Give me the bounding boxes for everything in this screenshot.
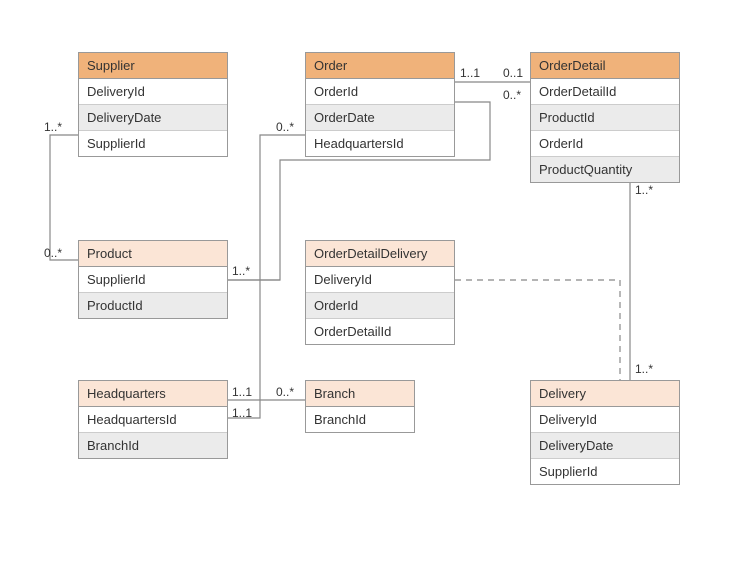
entity-order-field: HeadquartersId bbox=[306, 131, 454, 156]
entity-orderdetaildelivery-title: OrderDetailDelivery bbox=[306, 241, 454, 267]
connector-supplier-product bbox=[50, 135, 78, 260]
entity-supplier-field: DeliveryId bbox=[79, 79, 227, 105]
entity-supplier-title: Supplier bbox=[79, 53, 227, 79]
entity-delivery: Delivery DeliveryIdDeliveryDateSupplierI… bbox=[530, 380, 680, 485]
entity-supplier-field: DeliveryDate bbox=[79, 105, 227, 131]
mult-product: 0..* bbox=[44, 246, 62, 260]
entity-orderdetaildelivery-field: OrderDetailId bbox=[306, 319, 454, 344]
entity-branch-title: Branch bbox=[306, 381, 414, 407]
entity-branch-field: BranchId bbox=[306, 407, 414, 432]
entity-product-field: SupplierId bbox=[79, 267, 227, 293]
entity-order-title: Order bbox=[306, 53, 454, 79]
entity-orderdetail-title: OrderDetail bbox=[531, 53, 679, 79]
entity-order-field: OrderId bbox=[306, 79, 454, 105]
entity-product: Product SupplierIdProductId bbox=[78, 240, 228, 319]
connector-orderdetaildel-delivery bbox=[455, 280, 620, 380]
entity-headquarters-field: BranchId bbox=[79, 433, 227, 458]
entity-orderdetaildelivery-field: OrderId bbox=[306, 293, 454, 319]
mult-delivery-top: 1..* bbox=[635, 362, 653, 376]
entity-headquarters: Headquarters HeadquartersIdBranchId bbox=[78, 380, 228, 459]
entity-supplier-field: SupplierId bbox=[79, 131, 227, 156]
mult-order-1: 1..1 bbox=[460, 66, 480, 80]
mult-orderdetail-bot: 1..* bbox=[635, 183, 653, 197]
mult-product-right: 1..* bbox=[232, 264, 250, 278]
entity-delivery-title: Delivery bbox=[531, 381, 679, 407]
mult-orderdetail-1: 0..1 bbox=[503, 66, 523, 80]
entity-orderdetail-field: ProductQuantity bbox=[531, 157, 679, 182]
entity-orderdetail-field: OrderId bbox=[531, 131, 679, 157]
entity-orderdetail-field: ProductId bbox=[531, 105, 679, 131]
entity-orderdetaildelivery: OrderDetailDelivery DeliveryIdOrderIdOrd… bbox=[305, 240, 455, 345]
entity-delivery-field: SupplierId bbox=[531, 459, 679, 484]
entity-supplier: Supplier DeliveryIdDeliveryDateSupplierI… bbox=[78, 52, 228, 157]
entity-orderdetail-field: OrderDetailId bbox=[531, 79, 679, 105]
mult-orderdetail-2: 0..* bbox=[503, 88, 521, 102]
entity-order-field: OrderDate bbox=[306, 105, 454, 131]
entity-product-title: Product bbox=[79, 241, 227, 267]
entity-orderdetail: OrderDetail OrderDetailIdProductIdOrderI… bbox=[530, 52, 680, 183]
entity-headquarters-field: HeadquartersId bbox=[79, 407, 227, 433]
entity-headquarters-title: Headquarters bbox=[79, 381, 227, 407]
entity-orderdetaildelivery-field: DeliveryId bbox=[306, 267, 454, 293]
entity-delivery-field: DeliveryId bbox=[531, 407, 679, 433]
mult-branch-left: 0..* bbox=[276, 385, 294, 399]
entity-delivery-field: DeliveryDate bbox=[531, 433, 679, 459]
entity-product-field: ProductId bbox=[79, 293, 227, 318]
mult-hq-bot: 1..1 bbox=[232, 406, 252, 420]
mult-order-left: 0..* bbox=[276, 120, 294, 134]
mult-supplier: 1..* bbox=[44, 120, 62, 134]
mult-hq-top: 1..1 bbox=[232, 385, 252, 399]
entity-order: Order OrderIdOrderDateHeadquartersId bbox=[305, 52, 455, 157]
entity-branch: Branch BranchId bbox=[305, 380, 415, 433]
